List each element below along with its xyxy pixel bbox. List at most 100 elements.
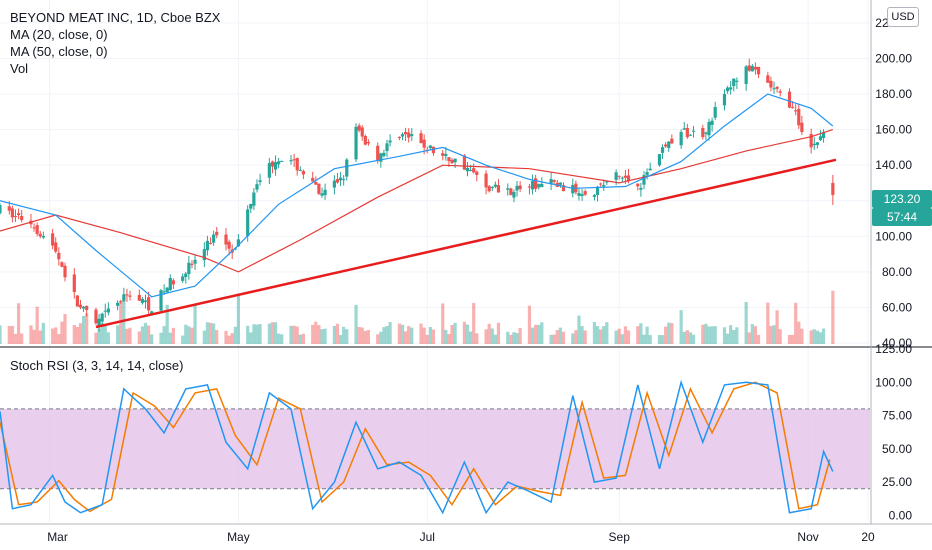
volume-bar: [273, 322, 278, 344]
candle-body: [379, 153, 383, 162]
candle-body: [475, 171, 479, 175]
volume-bar: [735, 327, 739, 344]
stoch-rsi-axis[interactable]: 0.00 25.00 50.00 75.00 100.00 125.00: [875, 342, 912, 522]
candle-body: [13, 216, 18, 218]
volume-bar: [431, 329, 436, 344]
volume-bar: [465, 324, 470, 344]
volume-bar: [205, 322, 210, 344]
time-axis[interactable]: Mar May Jul Sep Nov 20: [47, 530, 875, 544]
candle-body: [147, 297, 151, 311]
support-trendline: [95, 158, 837, 329]
volume-bar: [255, 324, 259, 344]
candle-body: [280, 160, 284, 162]
candle-body: [645, 172, 649, 176]
volume-bar: [150, 334, 154, 344]
volume-bar: [660, 335, 665, 344]
volume-bar: [775, 310, 779, 344]
volume-bar: [444, 329, 448, 344]
candle-body: [821, 132, 826, 138]
volume-bar: [574, 330, 578, 344]
candle-body: [552, 180, 556, 182]
ma20-legend[interactable]: MA (20, close, 0): [10, 27, 108, 42]
volume-bar: [298, 334, 302, 344]
volume-bar: [94, 332, 98, 344]
volume-bar: [766, 302, 770, 344]
volume-bar: [453, 322, 457, 344]
candle-body: [320, 193, 324, 196]
ma50-legend[interactable]: MA (50, close, 0): [10, 44, 108, 59]
candle-body: [60, 262, 64, 267]
candle-body: [410, 134, 414, 137]
last-price-value: 123.20: [884, 192, 921, 206]
volume-bar: [744, 302, 748, 344]
volume-bar: [425, 334, 429, 344]
volume-bar: [137, 331, 141, 344]
candle-body: [766, 75, 770, 83]
volume-bar: [233, 326, 237, 344]
volume-bar: [41, 322, 45, 344]
volume-bar: [691, 334, 696, 344]
candle-body: [289, 160, 293, 162]
candle-body: [685, 127, 689, 138]
volume-bar: [815, 330, 819, 344]
volume-bar: [323, 328, 327, 344]
candle-body: [354, 126, 358, 160]
candle-body: [323, 189, 327, 196]
stoch-rsi-title[interactable]: Stoch RSI (3, 3, 14, 14, close): [10, 358, 184, 373]
candle-body: [493, 184, 497, 187]
candle-body: [116, 302, 120, 306]
volume-bar: [645, 326, 649, 344]
candle-body: [592, 195, 597, 197]
candle-body: [357, 125, 361, 131]
candle-body: [35, 225, 39, 234]
candle-body: [704, 132, 708, 134]
candle-body: [41, 235, 45, 238]
volume-bar: [32, 329, 36, 344]
candle-body: [537, 183, 541, 188]
candle-body: [295, 158, 299, 171]
candle-body: [246, 209, 250, 237]
price-legend: BEYOND MEAT INC, 1D, Cboe BZX MA (20, cl…: [10, 9, 220, 77]
candle-body: [722, 93, 727, 106]
volume-bar: [552, 334, 556, 344]
countdown-value: 57:44: [887, 210, 917, 224]
symbol-title[interactable]: BEYOND MEAT INC, 1D, Cboe BZX: [10, 10, 221, 25]
candle-body: [137, 294, 141, 301]
volume-bar: [7, 326, 11, 344]
volume-bar: [193, 304, 197, 344]
candle-body: [212, 234, 216, 243]
volume-bar: [35, 306, 39, 344]
candle-body: [453, 158, 457, 163]
volume-bar: [357, 327, 361, 344]
volume-bar: [249, 332, 253, 344]
volume-bar: [181, 335, 185, 344]
candle-body: [252, 192, 256, 206]
volume-bar: [0, 325, 2, 344]
volume-bar: [16, 303, 21, 344]
price-axis[interactable]: 40.0060.0080.00100.00120.00140.00160.001…: [875, 16, 912, 350]
candle-body: [301, 170, 306, 175]
volume-bar: [527, 305, 532, 344]
volume-bar: [332, 325, 336, 344]
candle-body: [670, 138, 674, 144]
volume-bar: [725, 333, 730, 344]
candle-body: [626, 175, 631, 181]
candle-body: [311, 177, 315, 182]
candle-body: [345, 159, 349, 177]
volume-bar: [10, 325, 14, 344]
volume-bar: [753, 326, 758, 344]
volume-bar: [230, 333, 234, 344]
candle-body: [753, 66, 758, 70]
volume-bar: [580, 326, 584, 344]
candle-body: [462, 155, 467, 170]
volume-bar: [657, 335, 662, 344]
currency-button[interactable]: USD: [887, 7, 919, 27]
candle-body: [397, 137, 401, 139]
candle-body: [255, 184, 259, 190]
candle-body: [165, 287, 169, 293]
candle-body: [128, 295, 132, 297]
stoch-rsi-tick-label: 25.00: [882, 475, 912, 489]
candle-body: [7, 206, 11, 211]
volume-bar: [787, 334, 792, 344]
volume-legend[interactable]: Vol: [10, 61, 29, 76]
